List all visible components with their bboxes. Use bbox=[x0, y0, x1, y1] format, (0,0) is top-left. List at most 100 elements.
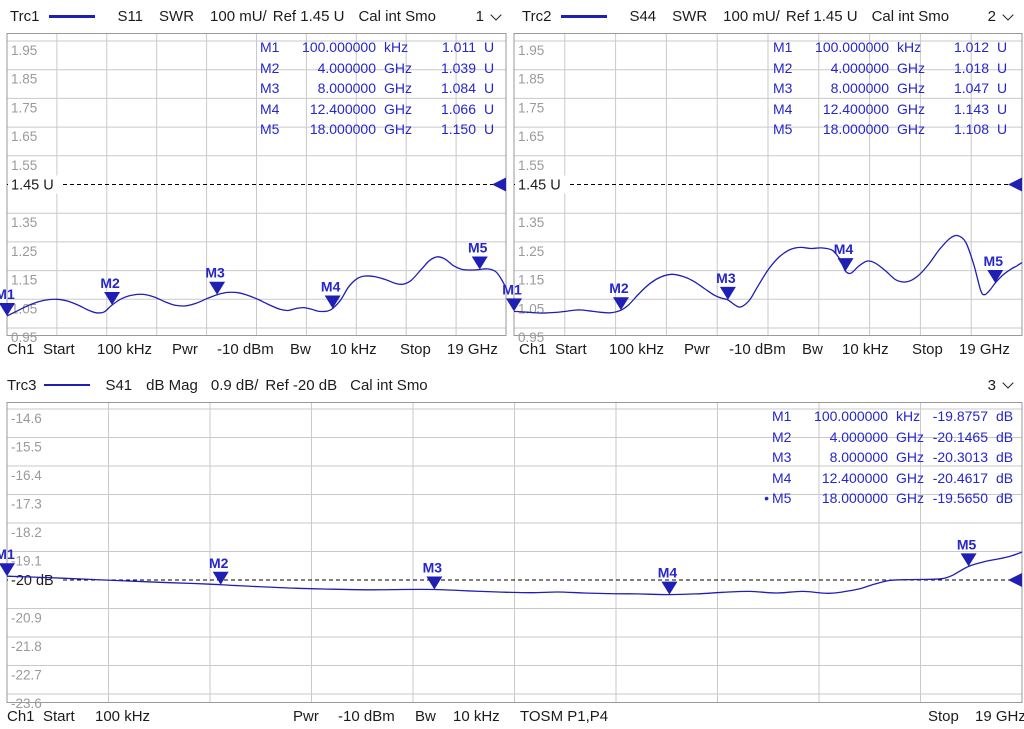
ref-level-arrow-icon[interactable] bbox=[492, 177, 506, 192]
footer-item-10-khz[interactable]: 10 kHz bbox=[842, 341, 889, 358]
marker-M4-icon[interactable] bbox=[661, 581, 678, 595]
channel-selector-3[interactable]: 3 bbox=[988, 368, 1014, 402]
footer-item-10-khz[interactable]: 10 kHz bbox=[330, 341, 377, 358]
marker-value: 1.066 bbox=[440, 100, 476, 117]
footer-item-stop[interactable]: Stop bbox=[400, 341, 431, 358]
trace-ref-level[interactable]: Ref 1.45 U bbox=[272, 8, 345, 25]
marker-frequency: 100.000000 bbox=[815, 39, 889, 55]
marker-value-unit: U bbox=[484, 121, 495, 137]
trace-name[interactable]: Trc2 bbox=[522, 8, 552, 25]
footer-item-tosm-p1-p4[interactable]: TOSM P1,P4 bbox=[520, 708, 609, 725]
trace-trc3[interactable] bbox=[6, 551, 1023, 596]
mag-chart-trc3[interactable]: -14.6 -15.5 -16.4 -17.3 -18.2 -19.1 -20.9 -21.8… bbox=[0, 402, 1024, 711]
y-axis-tick-label: 1.05 bbox=[518, 301, 544, 316]
ref-level-arrow-icon[interactable] bbox=[1008, 177, 1022, 192]
marker-M4-label: M4 bbox=[658, 565, 678, 581]
marker-M2-icon[interactable] bbox=[104, 292, 121, 306]
marker-M5-icon[interactable] bbox=[960, 553, 977, 567]
trace-measurement[interactable]: S11 bbox=[117, 8, 144, 25]
footer-item-start[interactable]: Start bbox=[43, 341, 75, 358]
ref-label-backing bbox=[8, 175, 61, 194]
marker-M5-icon[interactable] bbox=[987, 269, 1004, 283]
y-axis-tick-label: 1.25 bbox=[518, 244, 544, 259]
marker-M2-icon[interactable] bbox=[212, 571, 229, 585]
marker-table-trc1: M1 100.000000 kHz 1.011 U M2 4.000000 GHz 1.039 U… bbox=[243, 37, 506, 140]
footer-item-19-ghz[interactable]: 19 GHz bbox=[959, 341, 1010, 358]
marker-M1-label: M1 bbox=[0, 286, 15, 302]
trace-scale[interactable]: 0.9 dB/ bbox=[210, 376, 259, 394]
trace-measurement[interactable]: S44 bbox=[629, 8, 657, 25]
marker-M5-icon[interactable] bbox=[471, 256, 488, 270]
marker-table-trc3: M1 100.000000 kHz -19.8757 dB M2 4.000000 GHz -2… bbox=[755, 406, 1018, 509]
marker-frequency: 12.400000 bbox=[821, 469, 888, 486]
marker-M2-icon[interactable] bbox=[612, 297, 629, 311]
marker-M1-icon[interactable] bbox=[506, 298, 523, 312]
footer-item-100-khz[interactable]: 100 kHz bbox=[609, 341, 665, 358]
marker-table-row: M5 18.000000 GHz 1.108 U bbox=[756, 119, 1019, 140]
marker-table-row: M3 8.000000 GHz 1.084 U bbox=[243, 78, 506, 99]
footer-item-pwr[interactable]: Pwr bbox=[172, 341, 198, 358]
footer-item-100-khz[interactable]: 100 kHz bbox=[97, 341, 153, 358]
trace-ref-level[interactable]: Ref -20 dB bbox=[265, 376, 338, 394]
trace-format[interactable]: dB Mag bbox=[146, 376, 198, 394]
marker-name: M4 bbox=[773, 100, 793, 117]
footer-item--10-dbm[interactable]: -10 dBm bbox=[217, 341, 274, 358]
footer-item-bw[interactable]: Bw bbox=[415, 708, 436, 725]
trace-ref-level[interactable]: Ref 1.45 U bbox=[785, 8, 858, 25]
footer-item-ch1[interactable]: Ch1 bbox=[519, 341, 547, 358]
marker-M1-icon[interactable] bbox=[0, 563, 16, 577]
marker-frequency-unit: GHz bbox=[896, 428, 924, 445]
footer-item-ch1[interactable]: Ch1 bbox=[7, 341, 35, 358]
footer-item--10-dbm[interactable]: -10 dBm bbox=[338, 708, 395, 725]
trace-trc2[interactable] bbox=[513, 234, 1023, 314]
trace-cal-status[interactable]: Cal int Smo bbox=[358, 8, 436, 25]
marker-table-row: M2 4.000000 GHz -20.1465 dB bbox=[755, 427, 1018, 448]
marker-value: 1.143 bbox=[953, 100, 989, 117]
marker-M4-icon[interactable] bbox=[837, 258, 854, 272]
trace-cal-status[interactable]: Cal int Smo bbox=[871, 8, 950, 25]
trace-format[interactable]: SWR bbox=[672, 8, 708, 25]
marker-frequency-unit: kHz bbox=[896, 408, 921, 424]
footer-item-100-khz[interactable]: 100 kHz bbox=[95, 708, 151, 725]
trace-scale[interactable]: 100 mU/ bbox=[210, 8, 267, 25]
marker-table-row: M3 8.000000 GHz -20.3013 dB bbox=[755, 447, 1018, 468]
footer-item-stop[interactable]: Stop bbox=[912, 341, 943, 358]
footer-item-ch1[interactable]: Ch1 bbox=[7, 708, 35, 725]
marker-name: M3 bbox=[772, 449, 792, 465]
channel-footer-trc1: Ch1 Start 100 kHz Pwr -10 dBm Bw 10 kHz Stop 19 … bbox=[0, 337, 512, 365]
trace-trc1[interactable] bbox=[6, 256, 507, 317]
marker-M1-icon[interactable] bbox=[0, 302, 16, 316]
swr-chart-trc1[interactable]: 1.951.851.751.651.551.351.251.151.050.95… bbox=[0, 33, 512, 345]
y-axis-tick-label: -17.3 bbox=[11, 497, 42, 512]
swr-chart-trc2[interactable]: 1.95 1.85 1.75 1.65 1.55 1.35 1.25 1.15 1.05 0.95… bbox=[502, 33, 1024, 345]
trace-name[interactable]: Trc3 bbox=[7, 376, 37, 394]
footer-item-pwr[interactable]: Pwr bbox=[684, 341, 710, 358]
footer-item-19-ghz[interactable]: 19 GHz bbox=[447, 341, 498, 358]
channel-selector-2[interactable]: 2 bbox=[988, 0, 1014, 33]
footer-item-19-ghz[interactable]: 19 GHz bbox=[975, 708, 1024, 725]
channel-selector-1[interactable]: 1 bbox=[476, 0, 502, 33]
y-axis-tick-label: 1.75 bbox=[518, 100, 544, 115]
trace-color-sample bbox=[44, 383, 91, 387]
marker-M3-icon[interactable] bbox=[209, 281, 226, 295]
footer-item-start[interactable]: Start bbox=[555, 341, 587, 358]
trace-scale[interactable]: 100 mU/ bbox=[723, 8, 780, 25]
marker-value: 1.108 bbox=[953, 121, 989, 137]
marker-M3-icon[interactable] bbox=[719, 286, 736, 300]
ref-level-arrow-icon[interactable] bbox=[1008, 573, 1022, 587]
footer-item-pwr[interactable]: Pwr bbox=[293, 708, 319, 725]
footer-item-bw[interactable]: Bw bbox=[290, 341, 311, 358]
footer-item-bw[interactable]: Bw bbox=[802, 341, 823, 358]
marker-M3-icon[interactable] bbox=[426, 576, 443, 590]
trace-cal-status[interactable]: Cal int Smo bbox=[350, 376, 428, 394]
trace-name[interactable]: Trc1 bbox=[10, 8, 40, 25]
footer-item-10-khz[interactable]: 10 kHz bbox=[453, 708, 500, 725]
footer-item-start[interactable]: Start bbox=[43, 708, 75, 725]
active-marker-bullet bbox=[243, 119, 260, 140]
trace-measurement[interactable]: S41 bbox=[105, 376, 133, 394]
footer-item-stop[interactable]: Stop bbox=[928, 708, 959, 725]
trace-format[interactable]: SWR bbox=[159, 8, 195, 25]
marker-M4-icon[interactable] bbox=[324, 295, 341, 309]
y-axis-tick-label: -22.7 bbox=[11, 668, 42, 683]
footer-item--10-dbm[interactable]: -10 dBm bbox=[729, 341, 786, 358]
